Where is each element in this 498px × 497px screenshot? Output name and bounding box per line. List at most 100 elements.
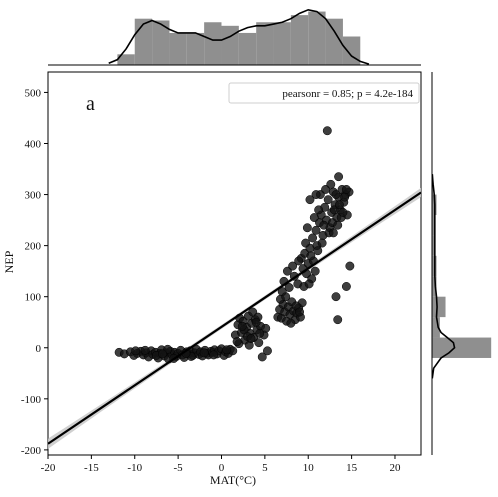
scatter-point [338, 207, 348, 217]
x-tick-label: -10 [127, 462, 142, 474]
top-hist-bar [238, 32, 257, 65]
top-hist-bar [169, 32, 187, 65]
x-tick-label: 20 [389, 462, 401, 474]
scatter-point [331, 190, 341, 200]
panel-label: a [86, 93, 95, 115]
right-hist-bar [432, 296, 446, 318]
scatter-point [199, 348, 209, 358]
x-tick-label: 0 [219, 462, 225, 474]
right-hist-bar [432, 337, 492, 358]
scatter-point [313, 246, 323, 256]
scatter-point [288, 261, 298, 271]
scatter-points-layer [114, 126, 355, 364]
scatter-point [255, 329, 265, 338]
scatter-point [340, 192, 350, 202]
scatter-point [326, 179, 336, 189]
scatter-point [311, 225, 321, 235]
y-tick-label: 300 [25, 190, 42, 202]
scatter-point [341, 185, 351, 194]
scatter-point [294, 256, 304, 266]
scatter-point [158, 349, 167, 359]
scatter-point [295, 307, 305, 317]
scatter-point [305, 195, 315, 205]
scatter-point [341, 282, 351, 291]
x-tick-label: 5 [262, 462, 268, 474]
scatter-point [284, 283, 294, 292]
pearson-annotation: pearsonr = 0.85; p = 4.2e-184 [282, 88, 413, 100]
scatter-point [304, 279, 314, 289]
scatter-point [302, 223, 312, 233]
top-hist-bar [256, 22, 274, 65]
y-tick-label: 0 [36, 343, 42, 355]
scatter-point [246, 334, 256, 344]
y-tick-label: 100 [25, 292, 42, 304]
y-tick-label: -100 [21, 394, 42, 406]
scatter-point [251, 317, 261, 327]
y-tick-label: -200 [21, 445, 42, 457]
regression-line-layer [47, 191, 422, 445]
scatter-point [257, 352, 267, 362]
scatter-point [131, 346, 141, 356]
x-tick-label: 10 [303, 462, 315, 474]
scatter-point [254, 338, 264, 348]
scatter-point [319, 220, 329, 230]
x-tick-label: -5 [174, 462, 184, 474]
right-hist-bar [432, 317, 440, 338]
right-hist-bar [432, 235, 435, 256]
y-tick-label: 400 [25, 138, 42, 150]
scatter-point [232, 337, 242, 347]
scatter-point [222, 345, 232, 355]
scatter-point [328, 228, 338, 238]
x-tick-label: 15 [346, 462, 358, 474]
top-hist-bar [290, 15, 309, 65]
stats-legend-box [228, 82, 420, 104]
right-hist-bar [432, 276, 437, 297]
right-hist-bar [432, 214, 435, 236]
scatter-point [308, 233, 318, 243]
scatter-point [345, 261, 355, 271]
top-hist-bar [152, 20, 170, 65]
top-hist-bar [308, 11, 326, 65]
top-hist-bar [325, 18, 343, 65]
top-hist-bar [186, 32, 205, 65]
scatter-point [335, 200, 344, 210]
scatter-point [323, 195, 333, 205]
y-axis-ticks: -200 -100 0 100 200 300 400 500 [21, 87, 48, 457]
scatter-point [331, 292, 341, 302]
top-hist-bar [134, 18, 153, 65]
scatter-point [322, 126, 332, 136]
scatter-point [314, 205, 324, 215]
scatter-point [306, 251, 316, 261]
scatter-point [310, 266, 320, 276]
x-tick-label: -20 [41, 462, 56, 474]
y-tick-label: 200 [25, 241, 42, 253]
scatter-point [237, 321, 247, 331]
top-hist-bar [221, 25, 239, 65]
stats-legend: pearsonr = 0.85; p = 4.2e-184 [228, 82, 420, 104]
top-kde-curve [108, 8, 370, 65]
y-tick-label: 500 [25, 87, 42, 99]
plot-frame [47, 71, 422, 456]
y-axis-title: NEP [2, 250, 16, 273]
top-hist-bar [117, 54, 135, 65]
x-axis-ticks: -20 -15 -10 -5 0 5 10 15 20 [41, 455, 401, 474]
scatter-point [209, 350, 219, 360]
top-hist-bar [204, 22, 222, 65]
scatter-point [301, 238, 311, 248]
scatter-point [263, 346, 272, 356]
x-axis-title: MAT(°C) [210, 473, 256, 487]
scatter-point [261, 323, 271, 333]
scatter-point [140, 345, 150, 355]
right-marginal-histogram [431, 72, 492, 455]
top-hist-bar [273, 22, 291, 65]
scatter-point [286, 318, 296, 328]
right-kde-curve [431, 174, 456, 379]
scatter-point [277, 287, 287, 297]
scatter-point [311, 190, 321, 200]
scatter-point [334, 172, 344, 182]
scatter-plot-area: -20 -15 -10 -5 0 5 10 15 20 -200 -100 0 100 200 300 40… [2, 71, 422, 487]
scatter-point [333, 220, 343, 230]
scatter-point [333, 315, 343, 325]
